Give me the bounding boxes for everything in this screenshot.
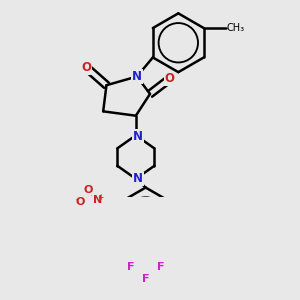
Text: N: N [133, 130, 143, 143]
Text: -: - [76, 195, 78, 204]
Text: F: F [157, 262, 165, 272]
Text: +: + [97, 193, 103, 202]
Text: N: N [93, 195, 102, 205]
Text: F: F [127, 262, 134, 272]
Text: O: O [82, 61, 92, 74]
Text: O: O [84, 184, 93, 195]
Text: N: N [132, 70, 142, 83]
Text: O: O [165, 72, 175, 85]
Text: N: N [133, 172, 143, 185]
Text: O: O [75, 197, 85, 207]
Text: CH₃: CH₃ [226, 23, 245, 33]
Text: F: F [142, 274, 149, 284]
